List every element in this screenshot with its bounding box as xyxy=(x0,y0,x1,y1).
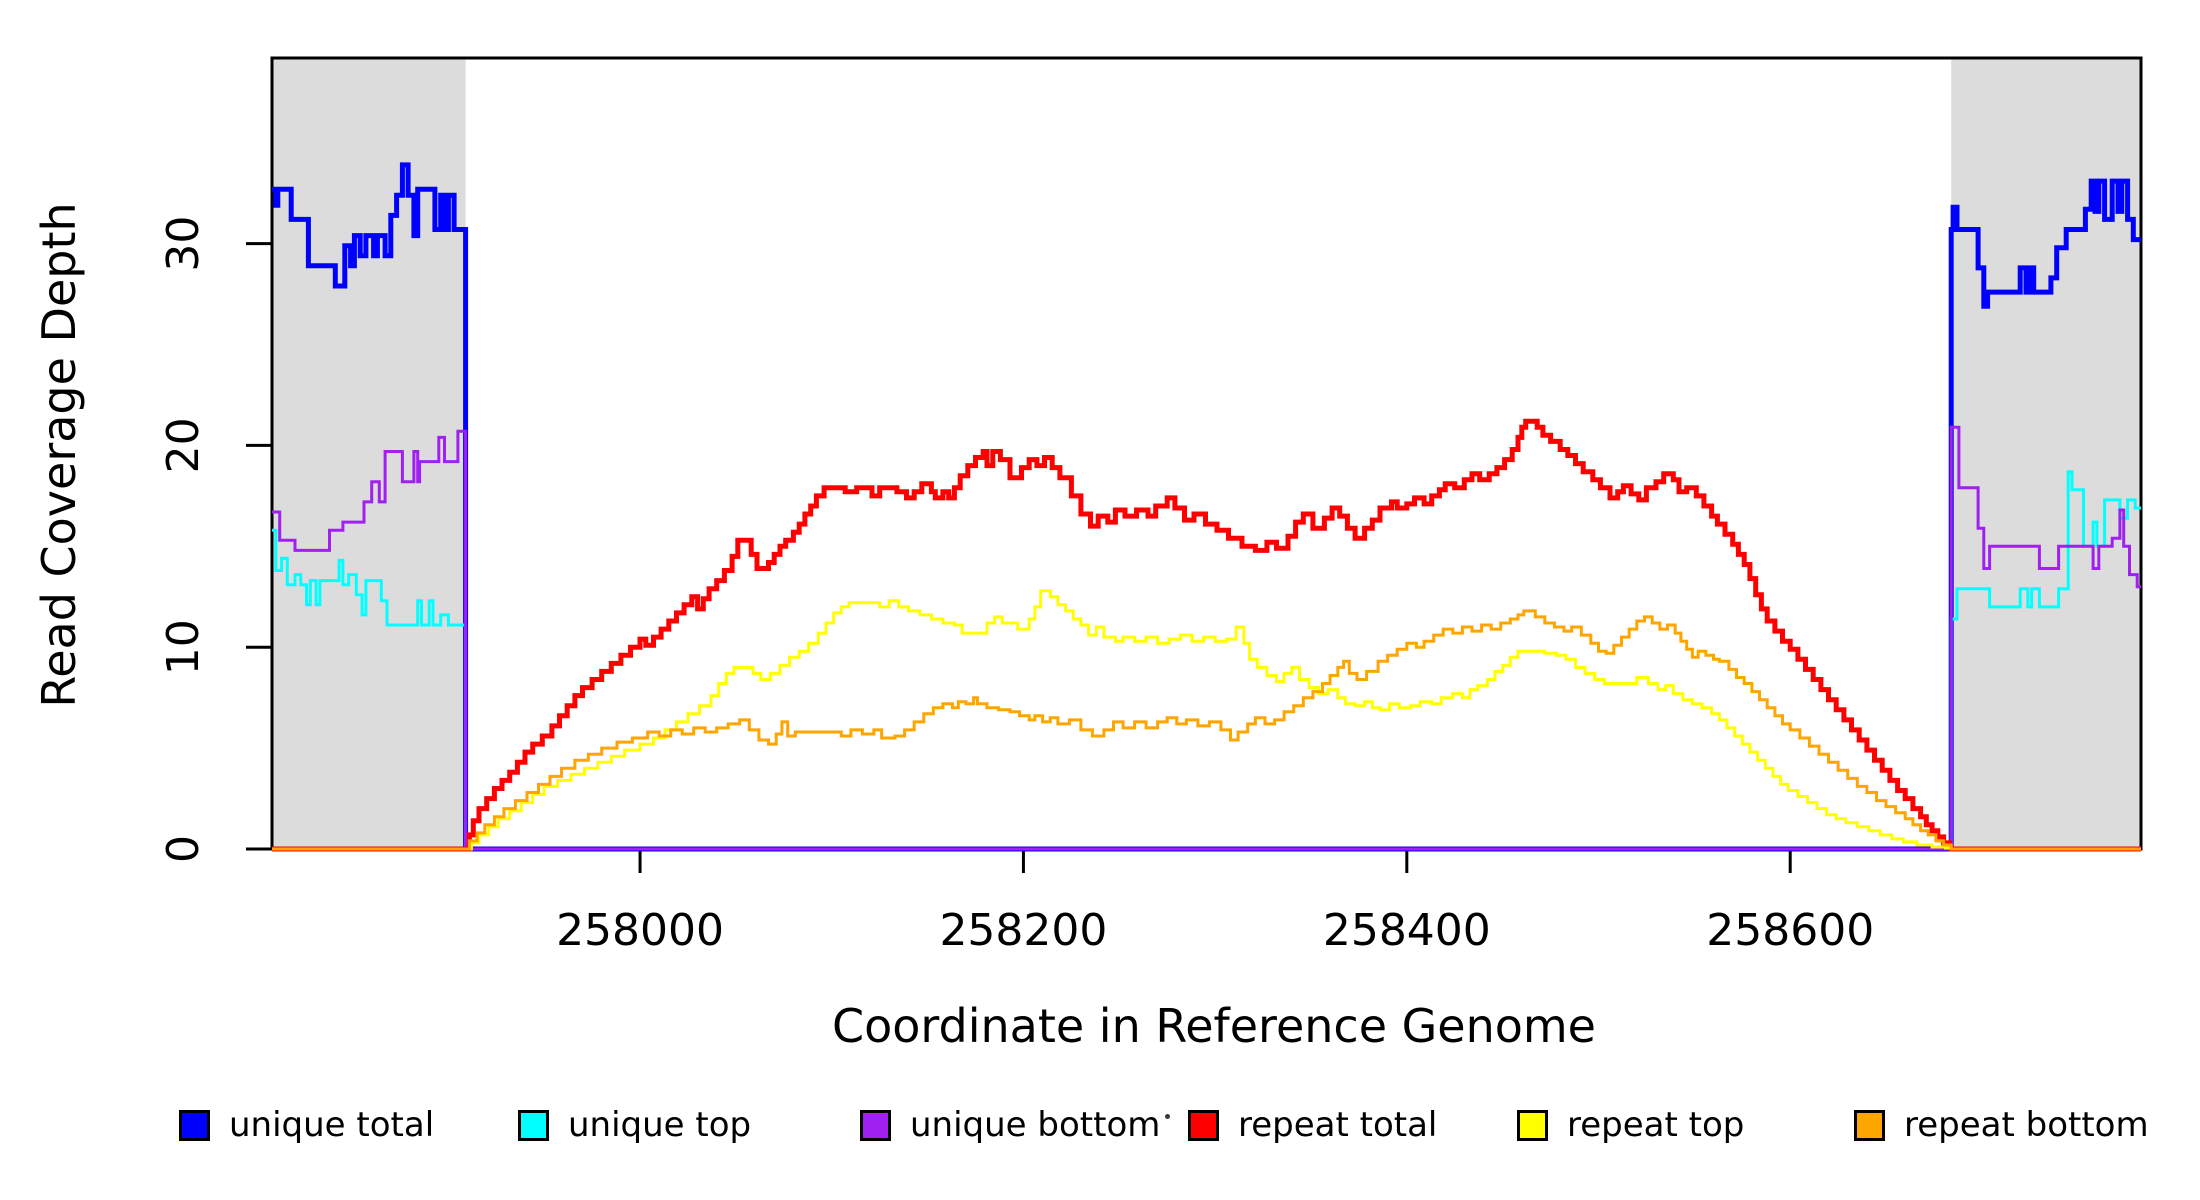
y-tick-label: 20 xyxy=(158,417,209,473)
series-line-repeat-top xyxy=(272,589,2141,851)
legend-label-unique-bottom: unique bottom xyxy=(910,1105,1161,1145)
series-line-unique-total xyxy=(272,162,2141,852)
legend-swatch-repeat-top xyxy=(1517,1109,1548,1141)
x-tick-label: 258000 xyxy=(556,905,724,956)
x-axis-title: Coordinate in Reference Genome xyxy=(832,999,1596,1053)
legend-item-repeat-top: repeat top xyxy=(1517,1093,1744,1157)
series-line-repeat-bottom xyxy=(272,609,2141,851)
legend-item-repeat-total: repeat total xyxy=(1188,1093,1437,1157)
y-tick-label: 10 xyxy=(158,619,209,675)
legend-label-repeat-bottom: repeat bottom xyxy=(1904,1105,2149,1145)
y-tick-label: 0 xyxy=(158,835,209,863)
highlight-region-right xyxy=(1951,58,2141,849)
legend-label-unique-total: unique total xyxy=(229,1105,435,1145)
stray-dot-artifact xyxy=(1165,1114,1170,1119)
legend-item-unique-total: unique total xyxy=(179,1093,434,1157)
legend-label-repeat-total: repeat total xyxy=(1238,1105,1438,1145)
legend-swatch-unique-bottom xyxy=(860,1109,891,1141)
highlight-region-left xyxy=(272,58,466,849)
y-axis-title: Read Coverage Depth xyxy=(32,202,86,707)
x-tick-label: 258400 xyxy=(1323,905,1491,956)
legend-item-repeat-bottom: repeat bottom xyxy=(1854,1093,2149,1157)
series-line-unique-top xyxy=(272,470,2141,851)
series-line-repeat-total xyxy=(272,418,2141,852)
legend-swatch-unique-top xyxy=(518,1109,549,1141)
legend-swatch-repeat-bottom xyxy=(1854,1109,1885,1141)
legend-swatch-repeat-total xyxy=(1188,1109,1219,1141)
legend-item-unique-top: unique top xyxy=(518,1093,751,1157)
series-line-unique-bottom xyxy=(272,425,2141,851)
y-tick-label: 30 xyxy=(158,216,209,272)
legend-label-repeat-top: repeat top xyxy=(1567,1105,1745,1145)
chart-legend: unique total unique top unique bottom re… xyxy=(0,1093,2200,1157)
x-tick-label: 258600 xyxy=(1706,905,1874,956)
coverage-chart: 258000 258200 258400 258600 0 10 20 30 Coordinat… xyxy=(32,56,2143,1053)
legend-item-unique-bottom: unique bottom xyxy=(860,1093,1160,1157)
legend-swatch-unique-total xyxy=(179,1109,210,1141)
x-tick-label: 258200 xyxy=(939,905,1107,956)
legend-label-unique-top: unique top xyxy=(568,1105,752,1145)
